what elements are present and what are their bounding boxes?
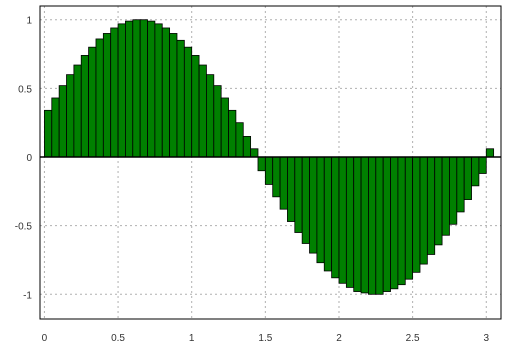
x-tick-label: 3 [483, 333, 489, 344]
x-tick-label: 2.5 [406, 333, 420, 344]
bar [338, 156, 347, 284]
bar [309, 156, 318, 254]
bar [485, 148, 495, 158]
bar [191, 55, 200, 158]
x-tick-label: 1 [189, 333, 195, 344]
bar [419, 156, 428, 265]
bar [161, 27, 171, 158]
bar [471, 156, 480, 187]
bar [294, 156, 303, 233]
y-tick-label: -1 [23, 290, 32, 301]
bar [80, 55, 90, 158]
bar [58, 85, 67, 158]
bar [257, 156, 266, 172]
bar [139, 19, 148, 158]
bar [360, 156, 369, 294]
bar [147, 20, 156, 158]
bar [228, 109, 237, 158]
bar [117, 23, 126, 158]
bar [66, 74, 75, 158]
bar [463, 156, 472, 200]
bar [176, 39, 185, 158]
bar [169, 33, 178, 158]
bar [88, 46, 97, 158]
y-axis-tick-labels: -1 -0.5 0 0.5 1 [15, 16, 33, 302]
bar [264, 156, 274, 185]
bar [213, 85, 222, 158]
bar [441, 156, 450, 236]
plot-frame [39, 5, 502, 320]
bar [287, 156, 296, 222]
bar [368, 156, 377, 295]
bar [154, 23, 163, 158]
y-tick-label: -0.5 [15, 222, 33, 233]
x-tick-label: 1.5 [258, 333, 272, 344]
bar [353, 156, 362, 292]
bar [345, 156, 355, 288]
x-tick-label: 0.5 [111, 333, 125, 344]
bar [250, 148, 259, 158]
bar [125, 20, 134, 158]
bar [132, 19, 141, 158]
bar [397, 156, 406, 286]
bar [235, 122, 244, 158]
bar [51, 97, 60, 158]
bar [375, 156, 384, 295]
bar [206, 74, 215, 158]
x-tick-label: 2 [336, 333, 342, 344]
y-tick-label: 0.5 [18, 84, 32, 95]
bar [456, 156, 465, 213]
bar [279, 156, 288, 210]
bar [331, 156, 340, 279]
bar [449, 156, 458, 225]
bar [242, 136, 252, 158]
bar [95, 38, 104, 158]
x-axis-tick-labels: 0 0.5 1 1.5 2 2.5 3 [42, 333, 490, 344]
bar [272, 156, 281, 198]
bar [426, 156, 436, 255]
bar [412, 156, 421, 273]
bar [220, 97, 229, 158]
bar [434, 156, 443, 246]
bar [478, 156, 487, 174]
bar [390, 156, 399, 290]
bar [183, 46, 193, 158]
bar [404, 156, 414, 280]
y-tick-label: 0 [26, 153, 32, 164]
bar [323, 156, 333, 272]
bar [301, 156, 310, 244]
bar [316, 156, 325, 264]
bar [110, 27, 119, 158]
bars [44, 19, 495, 295]
bar [73, 64, 82, 158]
bar [102, 33, 112, 158]
bar [382, 156, 391, 292]
bar [198, 64, 207, 158]
x-tick-label: 0 [42, 333, 48, 344]
y-tick-label: 1 [26, 16, 32, 27]
bar [44, 109, 53, 158]
